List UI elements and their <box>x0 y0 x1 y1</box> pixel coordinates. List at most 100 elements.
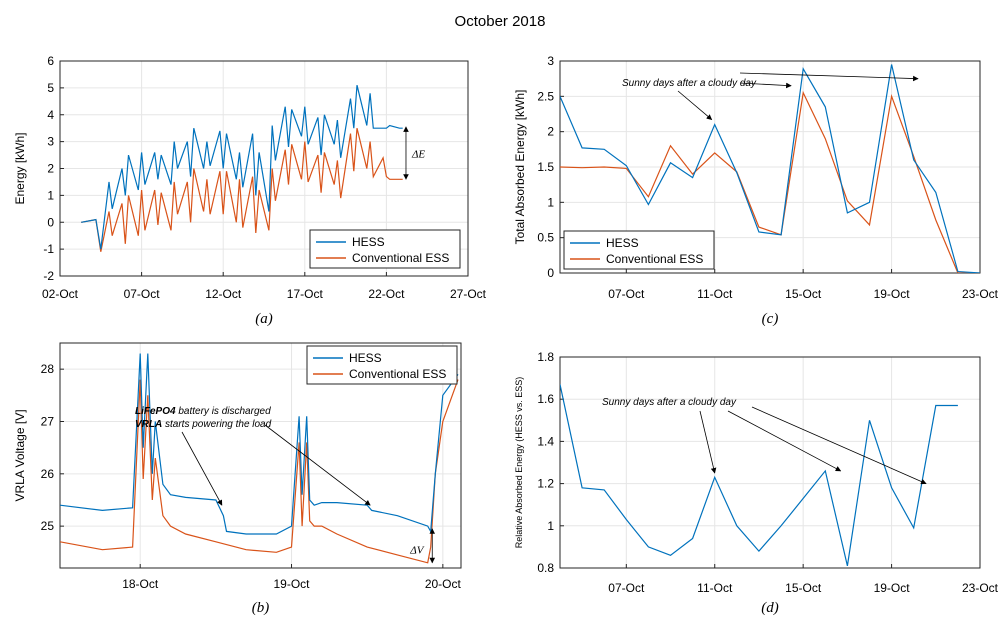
x-tick-label: 20-Oct <box>425 577 462 591</box>
y-tick-label: 28 <box>41 362 55 376</box>
series-line-hess <box>60 353 459 535</box>
y-tick-label: 0 <box>547 266 554 280</box>
y-tick-label: 0.5 <box>537 231 554 245</box>
x-tick-label: 19-Oct <box>874 287 911 301</box>
legend-entry: HESS <box>349 351 382 365</box>
x-tick-label: 19-Oct <box>874 581 911 595</box>
axes-box <box>59 60 469 277</box>
annotation-arrow <box>677 90 713 120</box>
legend: HESS Conventional ESS <box>306 345 458 385</box>
annotation-arrow <box>727 410 842 472</box>
legend-box <box>309 229 461 269</box>
annotation-bold: VRLA <box>135 419 162 430</box>
x-tick-label: 15-Oct <box>785 287 822 301</box>
y-tick-label: 26 <box>41 467 55 481</box>
y-axis-label: Relative Absorbed Energy (HESS vs. ESS) <box>514 377 524 549</box>
x-tick-label: 22-Oct <box>368 287 405 301</box>
x-tick-label: 17-Oct <box>287 287 324 301</box>
panels-layer: -2 -1 0 1 2 3 4 5 6 02-Oct 07-Oct 12-Oct 17-Oct 22-Oc… <box>13 54 999 616</box>
y-tick-label: 1 <box>547 195 554 209</box>
annotation-arrow <box>264 424 371 506</box>
annotation-line-1: LiFePO4 battery is discharged <box>135 406 271 417</box>
legend-box <box>306 345 458 385</box>
y-tick-label: -1 <box>43 242 54 256</box>
annotation-text: Sunny days after a cloudy day <box>602 397 737 408</box>
panel-d: 0.8 1 1.2 1.4 1.6 1.8 07-Oct 11-Oct 15-Oct 19-Oct… <box>514 350 999 616</box>
y-tick-label: 1 <box>547 519 554 533</box>
legend-box <box>563 230 715 270</box>
series-line-conventional-ess <box>81 128 403 252</box>
x-tick-label: 07-Oct <box>608 581 645 595</box>
legend-entry: Conventional ESS <box>352 251 449 265</box>
annotation-rest: battery is discharged <box>176 406 271 417</box>
x-tick-label: 12-Oct <box>205 287 242 301</box>
y-tick-label: 3 <box>47 135 54 149</box>
y-tick-label: 1.5 <box>537 160 554 174</box>
axes-box <box>59 342 462 569</box>
delta-e-label: ΔE <box>411 149 425 161</box>
y-tick-label: 0.8 <box>537 561 554 575</box>
legend: HESS Conventional ESS <box>563 230 715 270</box>
delta-v-label: ΔV <box>409 545 424 557</box>
panel-caption: (b) <box>252 600 270 616</box>
y-tick-label: 5 <box>47 81 54 95</box>
annotation-arrow <box>751 406 927 485</box>
y-tick-label: 27 <box>41 414 55 428</box>
x-tick-label: 27-Oct <box>450 287 487 301</box>
x-tick-label: 18-Oct <box>122 577 159 591</box>
y-tick-label: 0 <box>47 215 54 229</box>
figure-title: October 2018 <box>455 13 546 30</box>
annotation-arrow <box>739 72 919 82</box>
annotation-line-2: VRLA starts powering the load <box>135 419 272 430</box>
panel-b: 25 26 27 28 18-Oct 19-Oct 20-Oct VRLA Voltage [… <box>13 342 462 616</box>
annotation-arrow <box>739 82 792 89</box>
series-line-hess <box>560 384 958 567</box>
panel-c: 0 0.5 1 1.5 2 2.5 3 07-Oct 11-Oct 15-Oct 19-Oct 23-… <box>513 54 999 327</box>
annotation-bold: LiFePO4 <box>135 406 176 417</box>
y-tick-label: 2.5 <box>537 89 554 103</box>
panel-caption: (a) <box>255 311 273 327</box>
y-tick-label: -2 <box>43 269 54 283</box>
y-axis-label: VRLA Voltage [V] <box>13 409 27 501</box>
x-tick-label: 23-Oct <box>962 581 999 595</box>
x-tick-label: 02-Oct <box>42 287 79 301</box>
legend: HESS Conventional ESS <box>309 229 461 269</box>
y-tick-label: 2 <box>547 125 554 139</box>
x-tick-label: 23-Oct <box>962 287 999 301</box>
panel-caption: (d) <box>761 600 779 616</box>
legend-entry: HESS <box>352 235 385 249</box>
y-tick-label: 1.2 <box>537 477 554 491</box>
annotation-text: Sunny days after a cloudy day <box>622 78 757 89</box>
x-tick-label: 19-Oct <box>274 577 311 591</box>
y-tick-label: 6 <box>47 54 54 68</box>
annotation-rest: starts powering the load <box>162 419 271 430</box>
y-tick-label: 3 <box>547 54 554 68</box>
x-tick-label: 07-Oct <box>608 287 645 301</box>
y-tick-label: 1.8 <box>537 350 554 364</box>
y-tick-label: 1.6 <box>537 392 554 406</box>
x-tick-label: 11-Oct <box>697 287 733 301</box>
y-axis-label: Energy [kWh] <box>13 132 27 204</box>
x-tick-label: 15-Oct <box>785 581 822 595</box>
legend-entry: Conventional ESS <box>606 252 703 266</box>
y-tick-label: 1 <box>47 188 54 202</box>
legend-entry: Conventional ESS <box>349 367 446 381</box>
x-tick-label: 11-Oct <box>697 581 733 595</box>
y-tick-label: 25 <box>41 519 55 533</box>
y-axis-label: Total Absorbed Energy [kWh] <box>513 90 527 245</box>
legend-entry: HESS <box>606 236 639 250</box>
annotation-arrow <box>699 410 717 474</box>
y-tick-label: 2 <box>47 162 54 176</box>
x-tick-label: 07-Oct <box>124 287 161 301</box>
series-line-hess <box>560 64 980 273</box>
y-tick-label: 4 <box>47 108 54 122</box>
annotation-arrow <box>181 431 223 506</box>
axes-box <box>559 356 981 569</box>
y-tick-label: 1.4 <box>537 434 554 448</box>
plot-area <box>560 357 980 568</box>
series-line-conventional-ess <box>60 379 459 564</box>
panel-a: -2 -1 0 1 2 3 4 5 6 02-Oct 07-Oct 12-Oct 17-Oct 22-Oc… <box>13 54 487 327</box>
panel-caption: (c) <box>762 311 779 327</box>
series-line-hess <box>81 85 403 250</box>
